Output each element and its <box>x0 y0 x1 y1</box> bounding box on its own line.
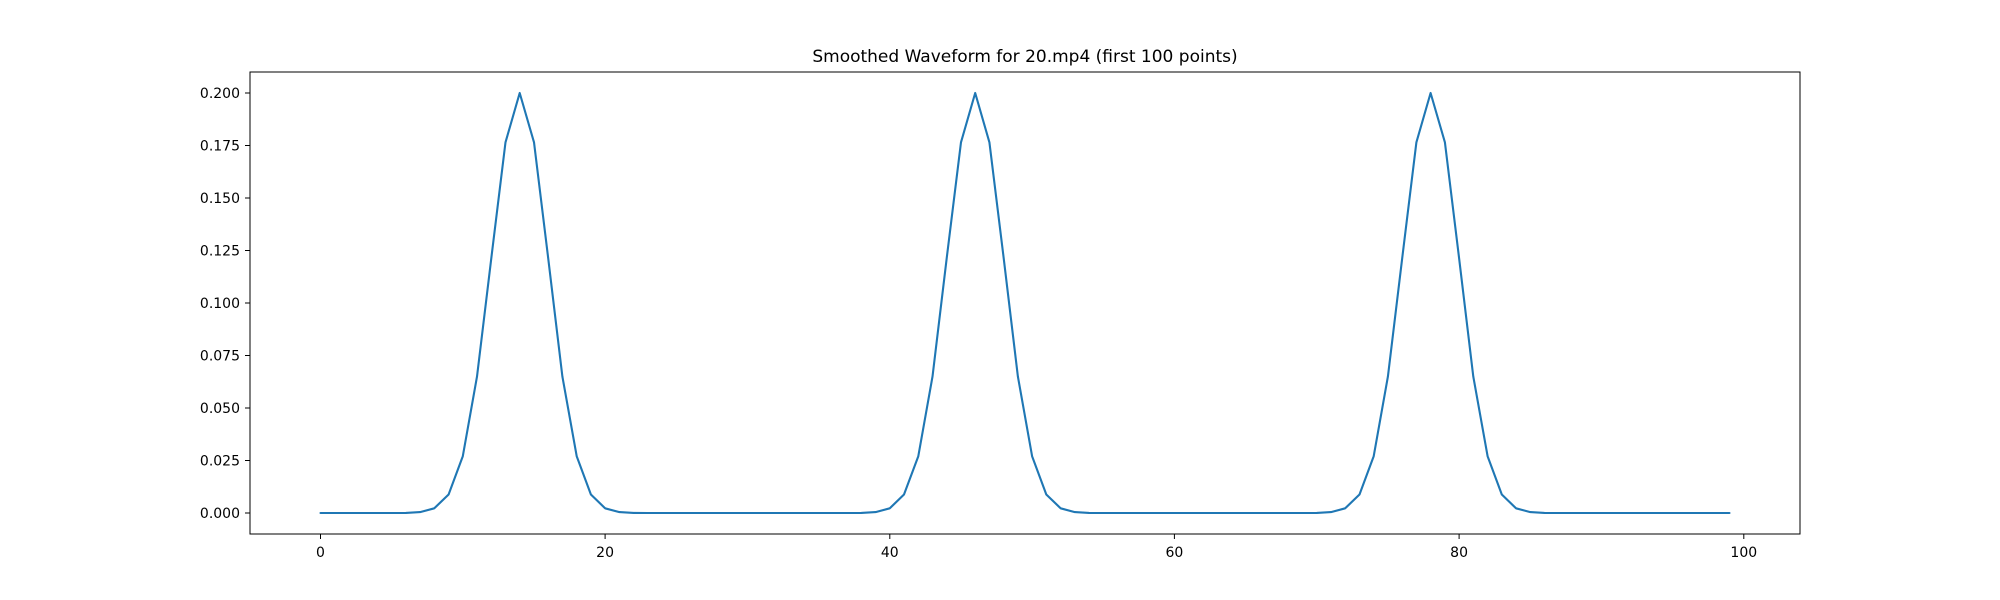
y-tick-label: 0.175 <box>200 139 240 155</box>
waveform-line <box>319 91 1731 515</box>
x-tick-label: 80 <box>1450 545 1468 561</box>
y-tick-label: 0.125 <box>200 244 240 260</box>
y-tick-label: 0.050 <box>200 401 240 417</box>
y-tick-label: 0.150 <box>200 191 240 207</box>
plot-area <box>250 72 1800 534</box>
x-tick-label: 60 <box>1165 545 1183 561</box>
x-axis-ticks: 0 20 40 60 80 100 <box>316 534 1757 561</box>
y-tick-label: 0.200 <box>200 86 240 102</box>
y-axis-ticks: 0.000 0.025 0.050 0.075 0.100 0.125 0.150 0.175… <box>200 86 250 522</box>
x-tick-label: 40 <box>881 545 899 561</box>
y-tick-label: 0.100 <box>200 296 240 312</box>
chart-title: Smoothed Waveform for 20.mp4 (first 100 … <box>812 47 1237 67</box>
x-tick-label: 0 <box>316 545 325 561</box>
y-tick-label: 0.000 <box>200 506 240 522</box>
y-tick-label: 0.075 <box>200 349 240 365</box>
y-tick-label: 0.025 <box>200 454 240 470</box>
axes-spines <box>249 71 1801 535</box>
x-tick-label: 100 <box>1730 545 1757 561</box>
x-tick-label: 20 <box>596 545 614 561</box>
